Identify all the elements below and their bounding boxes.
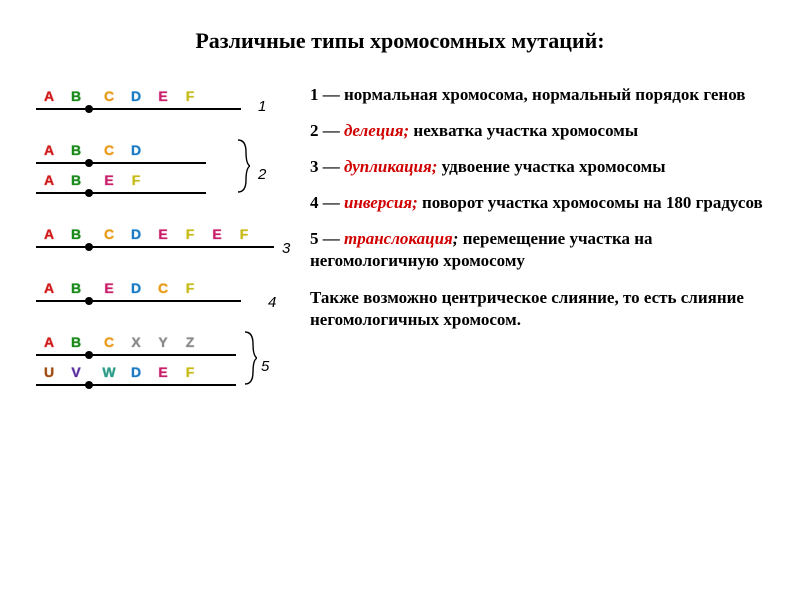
centromere-dot <box>85 297 93 305</box>
description-5: 5 — транслокация; перемещение участка на… <box>310 228 764 272</box>
chromosome-row: ABCDEF <box>36 88 296 118</box>
chromosome-line <box>36 108 241 110</box>
chromosome-diagram-5: ABCXYZUVWDEF 5 <box>36 334 296 394</box>
chromosome-line <box>36 354 236 356</box>
gene-label-D: D <box>127 88 145 104</box>
gene-label-E: E <box>154 88 172 104</box>
description-1: 1 — нормальная хромосома, нормальный пор… <box>310 84 764 106</box>
group-brace <box>236 138 250 198</box>
gene-label-Y: Y <box>154 334 172 350</box>
chromosome-row: ABCXYZ <box>36 334 296 364</box>
gene-label-B: B <box>67 88 85 104</box>
gene-label-U: U <box>40 364 58 380</box>
chromosome-row: UVWDEF <box>36 364 296 394</box>
chromosome-row: ABCDEFEF <box>36 226 296 256</box>
gene-label-F: F <box>127 172 145 188</box>
diagram-number: 3 <box>282 240 290 257</box>
gene-label-D: D <box>127 364 145 380</box>
chromosome-diagram-2: ABCDABEF 2 <box>36 142 296 202</box>
chromosome-diagram-3: ABCDEFEF3 <box>36 226 296 256</box>
chromosome-line <box>36 384 236 386</box>
group-brace <box>243 330 257 390</box>
gene-label-C: C <box>100 142 118 158</box>
centromere-dot <box>85 105 93 113</box>
gene-label-A: A <box>40 280 58 296</box>
diagram-number: 5 <box>261 358 269 375</box>
gene-label-E: E <box>100 280 118 296</box>
gene-label-C: C <box>100 334 118 350</box>
gene-label-F: F <box>181 226 199 242</box>
diagram-number: 4 <box>268 294 276 311</box>
gene-label-C: C <box>100 226 118 242</box>
gene-label-B: B <box>67 142 85 158</box>
content-container: ABCDEF1ABCDABEF 2ABCDEFEF3ABEDCF4ABCXYZU… <box>36 84 764 418</box>
description-6: Также возможно центрическое слияние, то … <box>310 287 764 331</box>
gene-label-V: V <box>67 364 85 380</box>
chromosome-line <box>36 162 206 164</box>
gene-label-F: F <box>181 88 199 104</box>
diagram-column: ABCDEF1ABCDABEF 2ABCDEFEF3ABEDCF4ABCXYZU… <box>36 84 296 418</box>
centromere-dot <box>85 351 93 359</box>
centromere-dot <box>85 159 93 167</box>
gene-label-E: E <box>154 226 172 242</box>
gene-label-X: X <box>127 334 145 350</box>
chromosome-diagram-4: ABEDCF4 <box>36 280 296 310</box>
chromosome-row: ABEDCF <box>36 280 296 310</box>
gene-label-W: W <box>100 364 118 380</box>
gene-label-E: E <box>100 172 118 188</box>
gene-label-A: A <box>40 142 58 158</box>
gene-label-E: E <box>208 226 226 242</box>
gene-label-A: A <box>40 226 58 242</box>
gene-label-D: D <box>127 226 145 242</box>
chromosome-diagram-1: ABCDEF1 <box>36 88 296 118</box>
gene-label-D: D <box>127 142 145 158</box>
gene-label-B: B <box>67 334 85 350</box>
diagram-number: 2 <box>258 166 266 183</box>
gene-label-B: B <box>67 280 85 296</box>
chromosome-line <box>36 246 274 248</box>
gene-label-F: F <box>235 226 253 242</box>
gene-label-F: F <box>181 280 199 296</box>
gene-label-E: E <box>154 364 172 380</box>
description-4: 4 — инверсия; поворот участка хромосомы … <box>310 192 764 214</box>
diagram-number: 1 <box>258 98 266 115</box>
description-column: 1 — нормальная хромосома, нормальный пор… <box>310 84 764 418</box>
gene-label-B: B <box>67 226 85 242</box>
gene-label-A: A <box>40 172 58 188</box>
description-2: 2 — делеция; нехватка участка хромосомы <box>310 120 764 142</box>
gene-label-Z: Z <box>181 334 199 350</box>
gene-label-A: A <box>40 334 58 350</box>
gene-label-B: B <box>67 172 85 188</box>
gene-label-A: A <box>40 88 58 104</box>
chromosome-row: ABEF <box>36 172 296 202</box>
gene-label-C: C <box>154 280 172 296</box>
centromere-dot <box>85 189 93 197</box>
chromosome-line <box>36 192 206 194</box>
description-3: 3 — дупликация; удвоение участка хромосо… <box>310 156 764 178</box>
gene-label-F: F <box>181 364 199 380</box>
centromere-dot <box>85 381 93 389</box>
gene-label-D: D <box>127 280 145 296</box>
centromere-dot <box>85 243 93 251</box>
gene-label-C: C <box>100 88 118 104</box>
chromosome-line <box>36 300 241 302</box>
page-title: Различные типы хромосомных мутаций: <box>36 28 764 54</box>
chromosome-row: ABCD <box>36 142 296 172</box>
